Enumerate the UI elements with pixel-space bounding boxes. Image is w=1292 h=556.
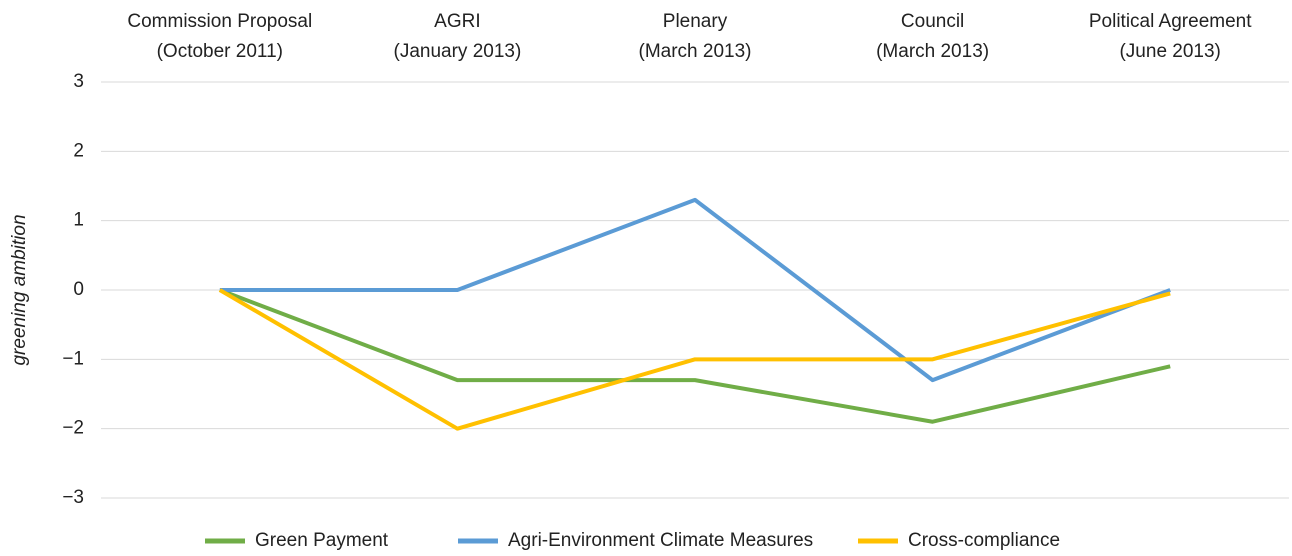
legend-label: Cross-compliance xyxy=(908,530,1060,551)
series-line xyxy=(219,288,1171,424)
y-tick-label: −1 xyxy=(62,348,84,369)
x-tick-label: (March 2013) xyxy=(876,41,989,62)
y-axis-title: greening ambition xyxy=(9,214,30,365)
y-tick-label: 1 xyxy=(73,210,84,231)
legend-label: Green Payment xyxy=(255,530,389,551)
y-tick-label: −3 xyxy=(62,487,84,508)
series-line xyxy=(218,288,1171,431)
x-tick-label: (June 2013) xyxy=(1119,41,1220,62)
legend-label: Agri-Environment Climate Measures xyxy=(508,530,813,551)
y-tick-label: −2 xyxy=(62,418,84,439)
x-tick-label: (October 2011) xyxy=(157,41,283,62)
y-tick-label: 0 xyxy=(73,279,84,300)
x-tick-label: (March 2013) xyxy=(639,41,752,62)
x-tick-label: Political Agreement xyxy=(1089,11,1252,32)
y-tick-label: 2 xyxy=(73,140,84,161)
x-tick-label: Council xyxy=(901,11,964,32)
x-tick-label: Commission Proposal xyxy=(127,11,312,32)
y-tick-label: 3 xyxy=(73,71,84,92)
x-tick-label: AGRI xyxy=(434,11,480,32)
x-tick-label: (January 2013) xyxy=(394,41,522,62)
series-line xyxy=(219,197,1171,383)
x-tick-label: Plenary xyxy=(663,11,728,32)
